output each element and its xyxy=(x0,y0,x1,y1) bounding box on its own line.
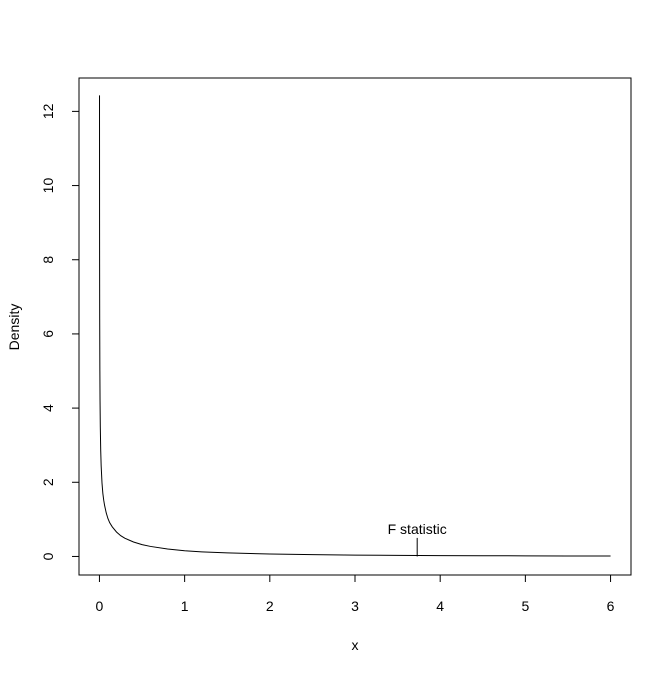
y-tick-label: 6 xyxy=(40,330,56,338)
y-tick-label: 12 xyxy=(40,103,56,119)
x-axis-label: x xyxy=(352,637,359,653)
x-tick-label: 1 xyxy=(181,598,189,614)
x-tick-label: 0 xyxy=(96,598,104,614)
x-tick-label: 4 xyxy=(436,598,444,614)
y-tick-label: 2 xyxy=(40,478,56,486)
x-tick-label: 3 xyxy=(351,598,359,614)
plot-frame xyxy=(78,77,632,576)
y-axis-label: Density xyxy=(6,304,22,351)
annotation-layer: F statistic xyxy=(388,521,447,557)
x-tick-label: 6 xyxy=(607,598,615,614)
density-curve xyxy=(99,95,611,557)
x-tick-label: 5 xyxy=(521,598,529,614)
x-tick-label: 2 xyxy=(266,598,274,614)
y-tick-label: 10 xyxy=(40,178,56,194)
series-layer xyxy=(99,95,611,557)
y-tick-label: 8 xyxy=(40,256,56,264)
annotation-label: F statistic xyxy=(388,521,447,537)
y-axis: 0 2 4 6 8 10 12 xyxy=(40,103,80,560)
y-tick-label: 0 xyxy=(40,552,56,560)
x-axis: 0 1 2 3 4 5 6 xyxy=(96,574,615,614)
y-tick-label: 4 xyxy=(40,404,56,412)
